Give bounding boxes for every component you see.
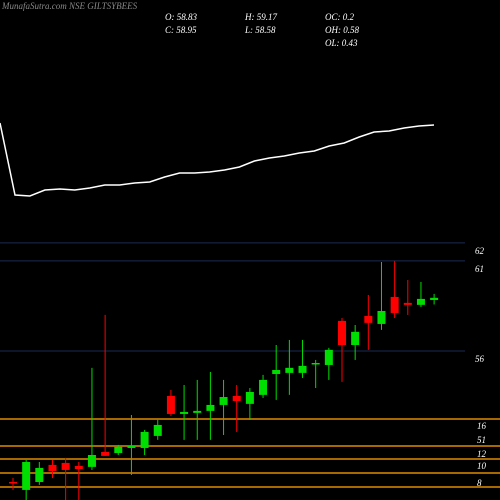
candle-body <box>206 404 215 411</box>
candle-body <box>219 397 228 405</box>
candle-body <box>114 446 123 454</box>
indicator-line <box>0 122 435 197</box>
candle-body <box>272 370 281 374</box>
candle-body <box>127 445 136 448</box>
candle-body <box>324 349 333 365</box>
candle-body <box>390 296 399 313</box>
candle-body <box>298 365 307 373</box>
level-label: 16 <box>477 421 487 431</box>
stat: OH: 0.58 <box>325 25 359 35</box>
level-label: 10 <box>477 461 487 471</box>
y-tick-label: 62 <box>475 246 485 256</box>
level-label: 8 <box>477 478 482 488</box>
candle-body <box>430 297 439 300</box>
candle-body <box>140 431 149 448</box>
stat: O: 58.83 <box>165 12 197 22</box>
level-label: 12 <box>477 449 487 459</box>
level-lines <box>0 418 500 488</box>
candle-body <box>74 465 83 470</box>
candle-body <box>351 331 360 345</box>
chart-title: MunafaSutra.com NSE GILTSYBEES <box>1 1 138 11</box>
candle-body <box>403 302 412 305</box>
candle-body <box>61 462 70 470</box>
candle-body <box>87 454 96 467</box>
candle-body <box>285 367 294 373</box>
level-label: 51 <box>477 435 486 445</box>
candle-body <box>245 391 254 404</box>
candle-body <box>338 320 346 345</box>
candle-body <box>101 451 110 456</box>
stat: OC: 0.2 <box>325 12 354 22</box>
candle-body <box>35 467 44 482</box>
candle-body <box>9 481 17 484</box>
candle-body <box>180 411 189 414</box>
y-tick-label: 61 <box>475 264 484 274</box>
candle-body <box>416 298 425 305</box>
y-tick-label: 56 <box>475 354 485 364</box>
stat: L: 58.58 <box>244 25 276 35</box>
candle-body <box>259 379 268 395</box>
candle-body <box>193 410 202 413</box>
candle-body <box>48 464 57 472</box>
candle-body <box>22 462 31 490</box>
stat: H: 59.17 <box>244 12 277 22</box>
candle-body <box>377 310 386 324</box>
candle-body <box>364 316 373 323</box>
candle-body <box>311 363 320 365</box>
stat: C: 58.95 <box>165 25 197 35</box>
candle-body <box>232 395 241 401</box>
candle-body <box>166 395 175 414</box>
candle-body <box>153 424 162 436</box>
stat: OL: 0.43 <box>325 38 358 48</box>
